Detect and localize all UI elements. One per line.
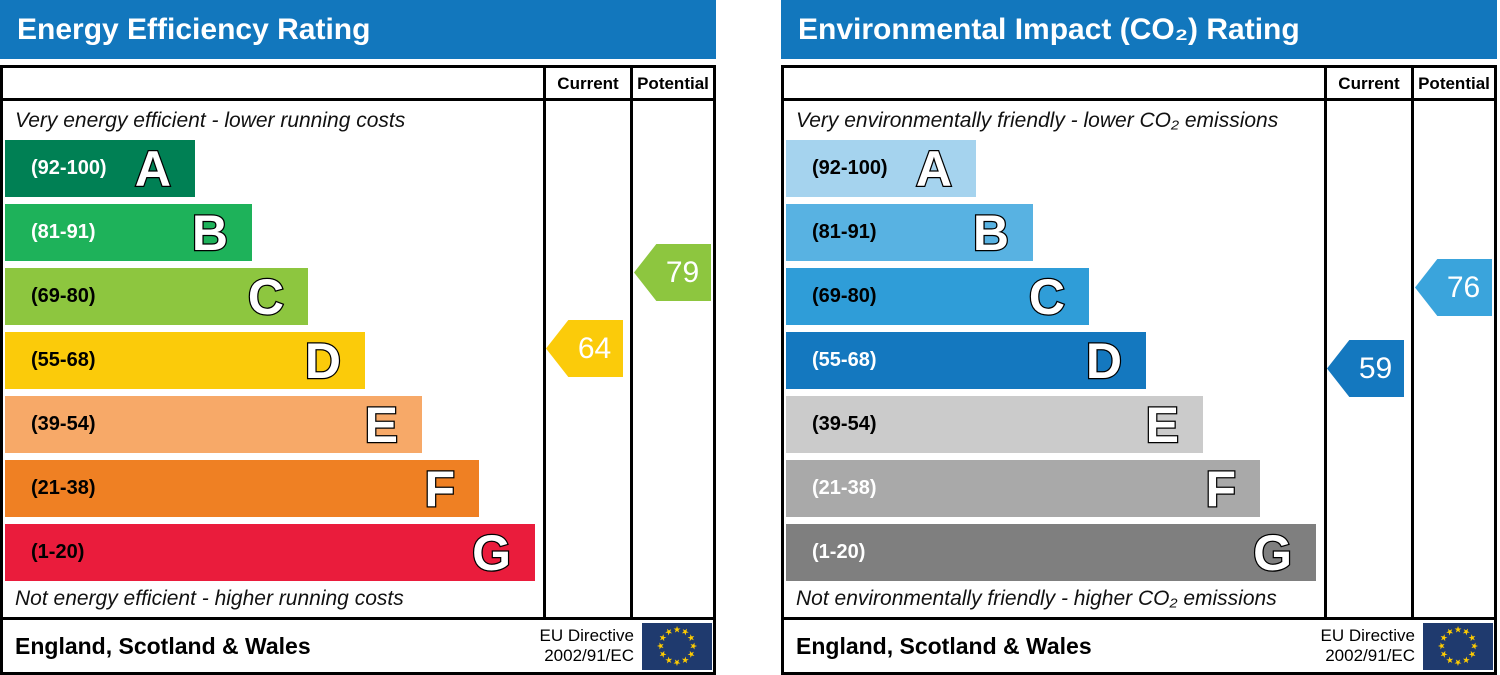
current-rating-arrow: 64 bbox=[546, 320, 623, 377]
column-divider bbox=[630, 68, 633, 617]
band-range: (39-54) bbox=[31, 413, 96, 435]
band-row-d: (55-68) D bbox=[5, 332, 365, 389]
table-header-row: Current Potential bbox=[3, 68, 713, 101]
band-range: (21-38) bbox=[31, 477, 96, 499]
band-row-d: (55-68) D bbox=[786, 332, 1146, 389]
eu-directive-label: EU Directive 2002/91/EC bbox=[540, 626, 642, 666]
band-row-g: (1-20) G bbox=[5, 524, 535, 581]
band-row-f: (21-38) F bbox=[786, 460, 1260, 517]
eu-directive-line1: EU Directive bbox=[539, 626, 634, 645]
band-letter: B bbox=[191, 204, 230, 261]
band-range: (69-80) bbox=[31, 285, 96, 307]
column-divider bbox=[543, 68, 546, 617]
band-range: (92-100) bbox=[812, 157, 888, 179]
current-rating-value: 64 bbox=[577, 331, 612, 365]
band-letter: D bbox=[1085, 332, 1124, 389]
band-row-f: (21-38) F bbox=[5, 460, 479, 517]
potential-column-header: Potential bbox=[637, 74, 709, 93]
current-rating-arrow: 59 bbox=[1327, 340, 1404, 397]
rating-bands: (92-100) A (81-91) B (69-80) C (55-68) D… bbox=[786, 140, 1316, 588]
potential-rating-value: 76 bbox=[1446, 270, 1481, 304]
band-row-a: (92-100) A bbox=[786, 140, 976, 197]
band-range: (21-38) bbox=[812, 477, 877, 499]
band-letter: C bbox=[247, 268, 286, 325]
band-range: (1-20) bbox=[812, 541, 866, 563]
potential-rating-arrow: 76 bbox=[1415, 259, 1492, 316]
top-note: Very energy efficient - lower running co… bbox=[15, 109, 406, 132]
band-letter: G bbox=[471, 524, 512, 581]
band-range: (92-100) bbox=[31, 157, 107, 179]
band-letter: C bbox=[1028, 268, 1067, 325]
environmental-impact-chart: Environmental Impact (CO₂) Rating Curren… bbox=[781, 0, 1497, 675]
band-row-a: (92-100) A bbox=[5, 140, 195, 197]
rating-table: Current Potential Very environmentally f… bbox=[781, 65, 1497, 675]
chart-title: Energy Efficiency Rating bbox=[17, 13, 371, 46]
rating-bands: (92-100) A (81-91) B (69-80) C (55-68) D… bbox=[5, 140, 535, 588]
table-header-row: Current Potential bbox=[784, 68, 1494, 101]
energy-efficiency-chart: Energy Efficiency Rating Current Potenti… bbox=[0, 0, 716, 675]
column-divider bbox=[1324, 68, 1327, 617]
band-range: (55-68) bbox=[31, 349, 96, 371]
band-range: (81-91) bbox=[812, 221, 877, 243]
potential-column-header: Potential bbox=[1418, 74, 1490, 93]
current-column-header: Current bbox=[557, 74, 619, 93]
current-rating-value: 59 bbox=[1358, 351, 1393, 385]
eu-directive-line1: EU Directive bbox=[1320, 626, 1415, 645]
band-row-c: (69-80) C bbox=[786, 268, 1089, 325]
band-range: (39-54) bbox=[812, 413, 877, 435]
rating-table: Current Potential Very energy efficient … bbox=[0, 65, 716, 675]
region-label: England, Scotland & Wales bbox=[15, 632, 311, 659]
band-letter: G bbox=[1252, 524, 1293, 581]
band-row-b: (81-91) B bbox=[786, 204, 1033, 261]
band-letter: E bbox=[363, 396, 399, 453]
eu-flag-icon: ★ ★ ★ ★ ★ ★ ★ ★ ★ ★ ★ ★ bbox=[642, 622, 712, 670]
band-letter: F bbox=[1204, 460, 1237, 517]
eu-directive-line2: 2002/91/EC bbox=[544, 646, 634, 665]
top-note: Very environmentally friendly - lower CO… bbox=[796, 109, 1279, 132]
bottom-note: Not environmentally friendly - higher CO… bbox=[796, 587, 1277, 610]
eu-flag-icon: ★ ★ ★ ★ ★ ★ ★ ★ ★ ★ ★ ★ bbox=[1423, 622, 1493, 670]
table-footer: England, Scotland & Wales EU Directive 2… bbox=[784, 617, 1494, 672]
band-row-e: (39-54) E bbox=[786, 396, 1203, 453]
band-range: (1-20) bbox=[31, 541, 85, 563]
band-letter: E bbox=[1144, 396, 1180, 453]
band-range: (69-80) bbox=[812, 285, 877, 307]
chart-title-bar: Energy Efficiency Rating bbox=[0, 0, 716, 59]
band-letter: A bbox=[134, 140, 173, 197]
table-footer: England, Scotland & Wales EU Directive 2… bbox=[3, 617, 713, 672]
potential-rating-value: 79 bbox=[665, 255, 700, 289]
potential-rating-arrow: 79 bbox=[634, 244, 711, 301]
eu-directive-label: EU Directive 2002/91/EC bbox=[1321, 626, 1423, 666]
band-range: (55-68) bbox=[812, 349, 877, 371]
region-label: England, Scotland & Wales bbox=[796, 632, 1092, 659]
chart-title-bar: Environmental Impact (CO₂) Rating bbox=[781, 0, 1497, 59]
chart-title: Environmental Impact (CO₂) Rating bbox=[798, 13, 1300, 46]
band-range: (81-91) bbox=[31, 221, 96, 243]
band-letter: F bbox=[423, 460, 456, 517]
column-divider bbox=[1411, 68, 1414, 617]
band-letter: B bbox=[972, 204, 1011, 261]
band-letter: D bbox=[304, 332, 343, 389]
eu-directive-line2: 2002/91/EC bbox=[1325, 646, 1415, 665]
band-row-g: (1-20) G bbox=[786, 524, 1316, 581]
bottom-note: Not energy efficient - higher running co… bbox=[15, 587, 404, 610]
band-letter: A bbox=[915, 140, 954, 197]
band-row-c: (69-80) C bbox=[5, 268, 308, 325]
band-row-b: (81-91) B bbox=[5, 204, 252, 261]
current-column-header: Current bbox=[1338, 74, 1400, 93]
band-row-e: (39-54) E bbox=[5, 396, 422, 453]
